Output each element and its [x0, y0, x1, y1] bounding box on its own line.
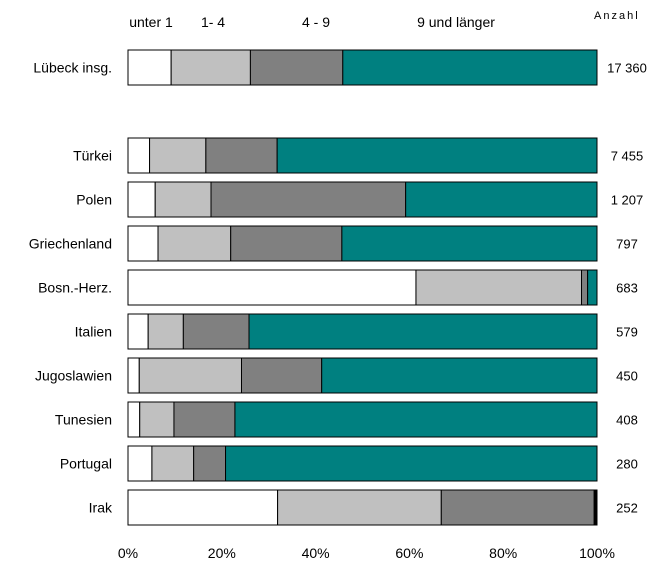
count-label: 408	[616, 413, 638, 428]
legend: unter 1 1- 4 4 - 9 9 und länger	[129, 14, 495, 30]
bar-segment	[139, 401, 175, 438]
legend-label: 1- 4	[201, 14, 225, 30]
x-axis: 0% 20% 40% 60% 80% 100%	[118, 545, 615, 561]
count-header: Anzahl	[594, 10, 640, 22]
bar-segment	[193, 445, 227, 482]
bar-segment	[173, 401, 236, 438]
bar-row: Tunesien 408	[55, 401, 638, 438]
category-label: Irak	[89, 500, 113, 516]
bar-segment	[225, 445, 598, 482]
x-tick-label: 60%	[395, 545, 423, 561]
bar-segment	[321, 357, 598, 394]
x-tick-label: 0%	[118, 545, 138, 561]
category-label: Portugal	[60, 456, 112, 472]
bar-row: Italien 579	[75, 313, 638, 350]
bar-segment	[341, 225, 598, 262]
bar-segment	[170, 49, 251, 86]
bar-segment	[205, 137, 278, 174]
bar-row: Portugal 280	[60, 445, 638, 482]
count-label: 1 207	[611, 193, 644, 208]
count-label: 7 455	[611, 149, 644, 164]
bar-segment	[415, 269, 583, 306]
bar-segment	[138, 357, 242, 394]
category-label: Polen	[76, 192, 112, 208]
bar-row: Irak 252	[89, 489, 638, 526]
bar-segment	[127, 401, 141, 438]
bar-row: Griechenland 797	[29, 225, 638, 262]
bar-segment	[581, 269, 589, 306]
bar-segment	[240, 357, 323, 394]
x-tick-label: 20%	[208, 545, 236, 561]
legend-label: 9 und länger	[417, 14, 495, 30]
bar-segment	[440, 489, 595, 526]
bar-segment	[277, 489, 442, 526]
category-label: Italien	[75, 324, 112, 340]
legend-label: 4 - 9	[302, 14, 330, 30]
bar-segment	[342, 49, 598, 86]
count-label: 252	[616, 501, 638, 516]
bar-segment	[249, 49, 344, 86]
bar-segment	[127, 269, 417, 306]
bar-row: Jugoslawien 450	[35, 357, 638, 394]
category-label: Tunesien	[55, 412, 112, 428]
count-label: 280	[616, 457, 638, 472]
category-label: Jugoslawien	[35, 368, 112, 384]
legend-label: unter 1	[129, 14, 173, 30]
bar-segment	[127, 137, 151, 174]
count-label: 450	[616, 369, 638, 384]
bar-segment	[157, 225, 232, 262]
category-label: Türkei	[73, 148, 112, 164]
x-tick-label: 100%	[579, 545, 615, 561]
category-label: Bosn.-Herz.	[38, 280, 112, 296]
count-label: 579	[616, 325, 638, 340]
bar-segment	[127, 225, 159, 262]
bar-segment	[127, 49, 172, 86]
bar-segment	[593, 489, 598, 526]
count-label: 17 360	[607, 61, 647, 76]
bar-segment	[127, 489, 279, 526]
bar-segment	[147, 313, 184, 350]
bar-segment	[154, 181, 212, 218]
bar-segment	[182, 313, 250, 350]
bar-segment	[127, 445, 153, 482]
bar-row: Türkei 7 455	[73, 137, 644, 174]
bar-segment	[248, 313, 598, 350]
bar-segment	[127, 181, 156, 218]
bar-row: Lübeck insg. 17 360	[33, 49, 647, 86]
x-tick-label: 80%	[489, 545, 517, 561]
bar-segment	[405, 181, 598, 218]
bar-row: Bosn.-Herz. 683	[38, 269, 638, 306]
bar-segment	[127, 357, 140, 394]
bar-segment	[276, 137, 598, 174]
bars: Lübeck insg. 17 360 Türkei 7 455 Polen 1 207 G…	[29, 49, 647, 526]
bar-segment	[151, 445, 195, 482]
bar-segment	[230, 225, 343, 262]
category-label: Lübeck insg.	[33, 60, 112, 76]
x-tick-label: 40%	[302, 545, 330, 561]
bar-segment	[210, 181, 407, 218]
category-label: Griechenland	[29, 236, 112, 252]
bar-row: Polen 1 207	[76, 181, 644, 218]
bar-segment	[149, 137, 207, 174]
count-label: 797	[616, 237, 638, 252]
count-label: 683	[616, 281, 638, 296]
bar-segment	[587, 269, 598, 306]
bar-segment	[234, 401, 598, 438]
bar-segment	[127, 313, 149, 350]
